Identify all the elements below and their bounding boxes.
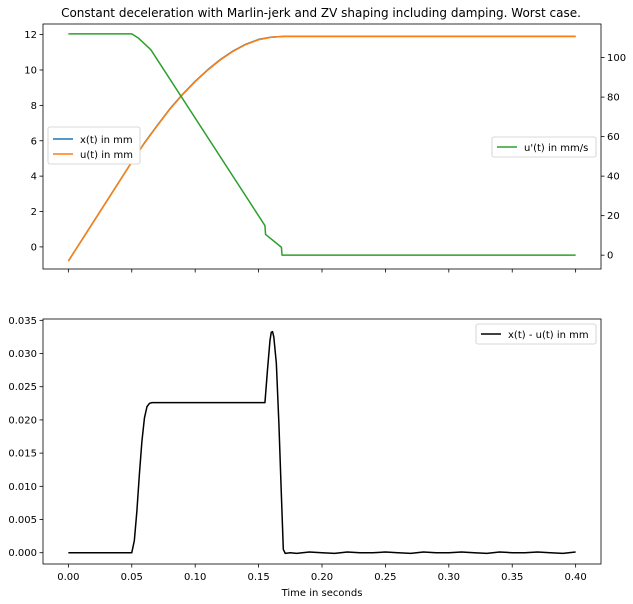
bottom-y-tick-label: 0.020 [8, 415, 37, 426]
top-y-tick-label-right: 20 [607, 211, 620, 222]
top-y-tick-label-left: 6 [31, 136, 37, 147]
bottom-y-tick-label: 0.010 [8, 482, 37, 493]
top-plot-y-ticks-left: 0 2 4 6 8 10 12 [24, 30, 43, 253]
bottom-plot-y-ticks: 0.000 0.005 0.010 0.015 0.020 0.025 0.030 0.035 [8, 316, 43, 559]
top-y-tick-label-left: 2 [31, 207, 37, 218]
legend-diff-label: x(t) - u(t) in mm [508, 330, 589, 341]
bottom-y-tick-label: 0.015 [8, 449, 37, 460]
bottom-plot-legend: x(t) - u(t) in mm [475, 323, 597, 345]
series-du-line [68, 33, 576, 256]
top-plot: Constant deceleration with Marlin-jerk a… [24, 6, 626, 273]
legend-right-box [491, 136, 597, 158]
bottom-y-tick-label: 0.025 [8, 382, 37, 393]
top-y-tick-label-right: 80 [607, 93, 620, 104]
top-plot-title: Constant deceleration with Marlin-jerk a… [61, 6, 581, 20]
bottom-y-tick-label: 0.005 [8, 515, 37, 526]
bottom-y-tick-label: 0.035 [8, 316, 37, 327]
bottom-x-tick-label: 0.00 [57, 572, 79, 583]
bottom-x-tick-label: 0.15 [247, 572, 269, 583]
bottom-plot: 0.00 0.05 0.10 0.15 0.20 0.25 0.30 0.35 0.40 0.0… [8, 316, 602, 599]
legend-u-label: u(t) in mm [80, 150, 133, 161]
top-plot-y-ticks-right: 0 20 40 60 80 100 [601, 53, 626, 262]
bottom-x-tick-label: 0.10 [184, 572, 206, 583]
series-diff-line [68, 330, 576, 555]
top-plot-x-ticks [67, 269, 577, 273]
bottom-x-tick-label: 0.30 [438, 572, 460, 583]
top-plot-legend-right: u'(t) in mm/s [491, 136, 597, 158]
bottom-plot-x-ticks: 0.00 0.05 0.10 0.15 0.20 0.25 0.30 0.35 0.40 [57, 564, 587, 583]
top-y-tick-label-left: 10 [24, 65, 37, 76]
legend-diff-box [475, 323, 597, 345]
bottom-y-tick-label: 0.000 [8, 548, 37, 559]
legend-x-label: x(t) in mm [80, 135, 133, 146]
top-y-tick-label-right: 40 [607, 172, 620, 183]
top-y-tick-label-right: 60 [607, 132, 620, 143]
top-y-tick-label-right: 100 [607, 53, 626, 64]
bottom-x-tick-label: 0.40 [565, 572, 587, 583]
bottom-x-tick-label: 0.25 [374, 572, 396, 583]
top-y-tick-label-left: 8 [31, 101, 37, 112]
top-plot-legend-left: x(t) in mm u(t) in mm [47, 126, 141, 165]
bottom-y-tick-label: 0.030 [8, 349, 37, 360]
bottom-x-tick-label: 0.20 [311, 572, 333, 583]
bottom-plot-series [68, 330, 576, 555]
top-y-tick-label-right: 0 [607, 251, 613, 262]
bottom-plot-xlabel: Time in seconds [281, 588, 363, 599]
bottom-x-tick-label: 0.35 [501, 572, 523, 583]
top-y-tick-label-left: 12 [24, 30, 37, 41]
top-y-tick-label-left: 4 [31, 172, 37, 183]
legend-du-label: u'(t) in mm/s [524, 143, 588, 154]
bottom-x-tick-label: 0.05 [121, 572, 143, 583]
top-y-tick-label-left: 0 [31, 242, 37, 253]
